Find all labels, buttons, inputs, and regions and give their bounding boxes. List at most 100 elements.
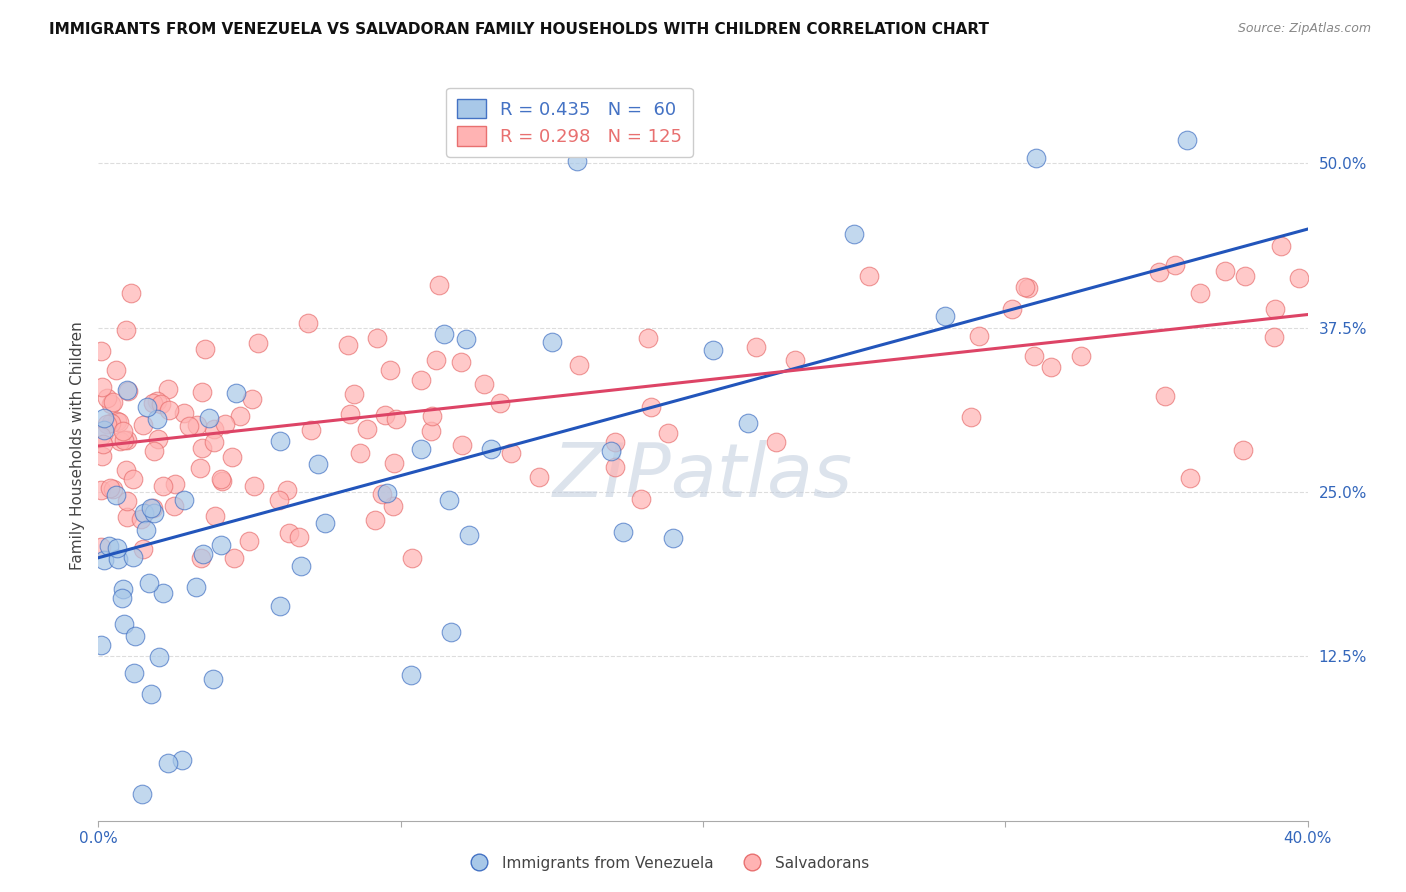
Point: [657, 425, 679, 440]
Point: [135, 523, 157, 537]
Point: [364, 513, 387, 527]
Point: [246, 336, 269, 351]
Point: [375, 486, 398, 500]
Point: [112, 617, 135, 632]
Y-axis label: Family Households with Children: Family Households with Children: [69, 322, 84, 570]
Point: [121, 472, 143, 486]
Point: [1232, 443, 1254, 458]
Point: [451, 438, 474, 452]
Point: [1024, 349, 1046, 363]
Point: [702, 343, 724, 358]
Point: [737, 416, 759, 430]
Point: [214, 417, 236, 431]
Point: [170, 753, 193, 767]
Point: [90, 638, 112, 652]
Point: [91, 450, 114, 464]
Point: [124, 629, 146, 643]
Point: [229, 409, 252, 423]
Point: [297, 316, 319, 330]
Point: [105, 414, 128, 428]
Point: [173, 493, 195, 508]
Point: [93, 553, 115, 567]
Point: [425, 352, 447, 367]
Point: [90, 540, 112, 554]
Point: [211, 538, 233, 552]
Point: [287, 530, 309, 544]
Point: [148, 650, 170, 665]
Point: [142, 501, 165, 516]
Point: [243, 479, 266, 493]
Point: [568, 358, 591, 372]
Point: [132, 542, 155, 557]
Point: [120, 285, 142, 300]
Point: [529, 470, 551, 484]
Point: [96, 391, 118, 405]
Point: [1017, 281, 1039, 295]
Point: [115, 383, 138, 397]
Point: [381, 499, 404, 513]
Point: [96, 417, 118, 432]
Point: [150, 397, 173, 411]
Point: [193, 547, 215, 561]
Point: [111, 425, 134, 439]
Point: [599, 444, 621, 458]
Point: [111, 591, 134, 605]
Point: [844, 227, 866, 241]
Point: [138, 576, 160, 591]
Point: [90, 344, 112, 359]
Point: [269, 599, 291, 613]
Point: [132, 506, 155, 520]
Point: [454, 332, 477, 346]
Point: [1024, 151, 1046, 165]
Point: [100, 397, 122, 411]
Point: [108, 415, 131, 429]
Point: [90, 429, 112, 443]
Point: [934, 310, 956, 324]
Point: [163, 477, 186, 491]
Point: [349, 445, 371, 459]
Point: [238, 533, 260, 548]
Point: [356, 422, 378, 436]
Point: [115, 510, 138, 524]
Point: [139, 687, 162, 701]
Point: [314, 516, 336, 531]
Point: [765, 434, 787, 449]
Point: [1213, 264, 1236, 278]
Point: [783, 352, 806, 367]
Point: [156, 756, 179, 771]
Point: [221, 450, 243, 464]
Point: [1288, 270, 1310, 285]
Text: IMMIGRANTS FROM VENEZUELA VS SALVADORAN FAMILY HOUSEHOLDS WITH CHILDREN CORRELAT: IMMIGRANTS FROM VENEZUELA VS SALVADORAN …: [49, 22, 990, 37]
Point: [104, 488, 127, 502]
Point: [540, 334, 562, 349]
Point: [201, 672, 224, 686]
Point: [401, 667, 423, 681]
Point: [409, 442, 432, 457]
Point: [163, 500, 186, 514]
Point: [1154, 389, 1177, 403]
Point: [142, 444, 165, 458]
Point: [630, 492, 652, 507]
Point: [501, 446, 523, 460]
Point: [139, 501, 162, 516]
Point: [173, 406, 195, 420]
Point: [90, 380, 112, 394]
Point: [433, 326, 456, 341]
Point: [371, 487, 394, 501]
Point: [98, 481, 121, 495]
Point: [269, 434, 291, 448]
Point: [276, 483, 298, 497]
Point: [481, 442, 503, 456]
Point: [420, 424, 443, 438]
Point: [339, 407, 361, 421]
Point: [605, 435, 627, 450]
Point: [366, 331, 388, 345]
Point: [211, 474, 233, 488]
Point: [858, 268, 880, 283]
Point: [98, 540, 121, 554]
Point: [1178, 471, 1201, 485]
Point: [152, 585, 174, 599]
Point: [93, 423, 115, 437]
Point: [488, 396, 510, 410]
Point: [1149, 265, 1171, 279]
